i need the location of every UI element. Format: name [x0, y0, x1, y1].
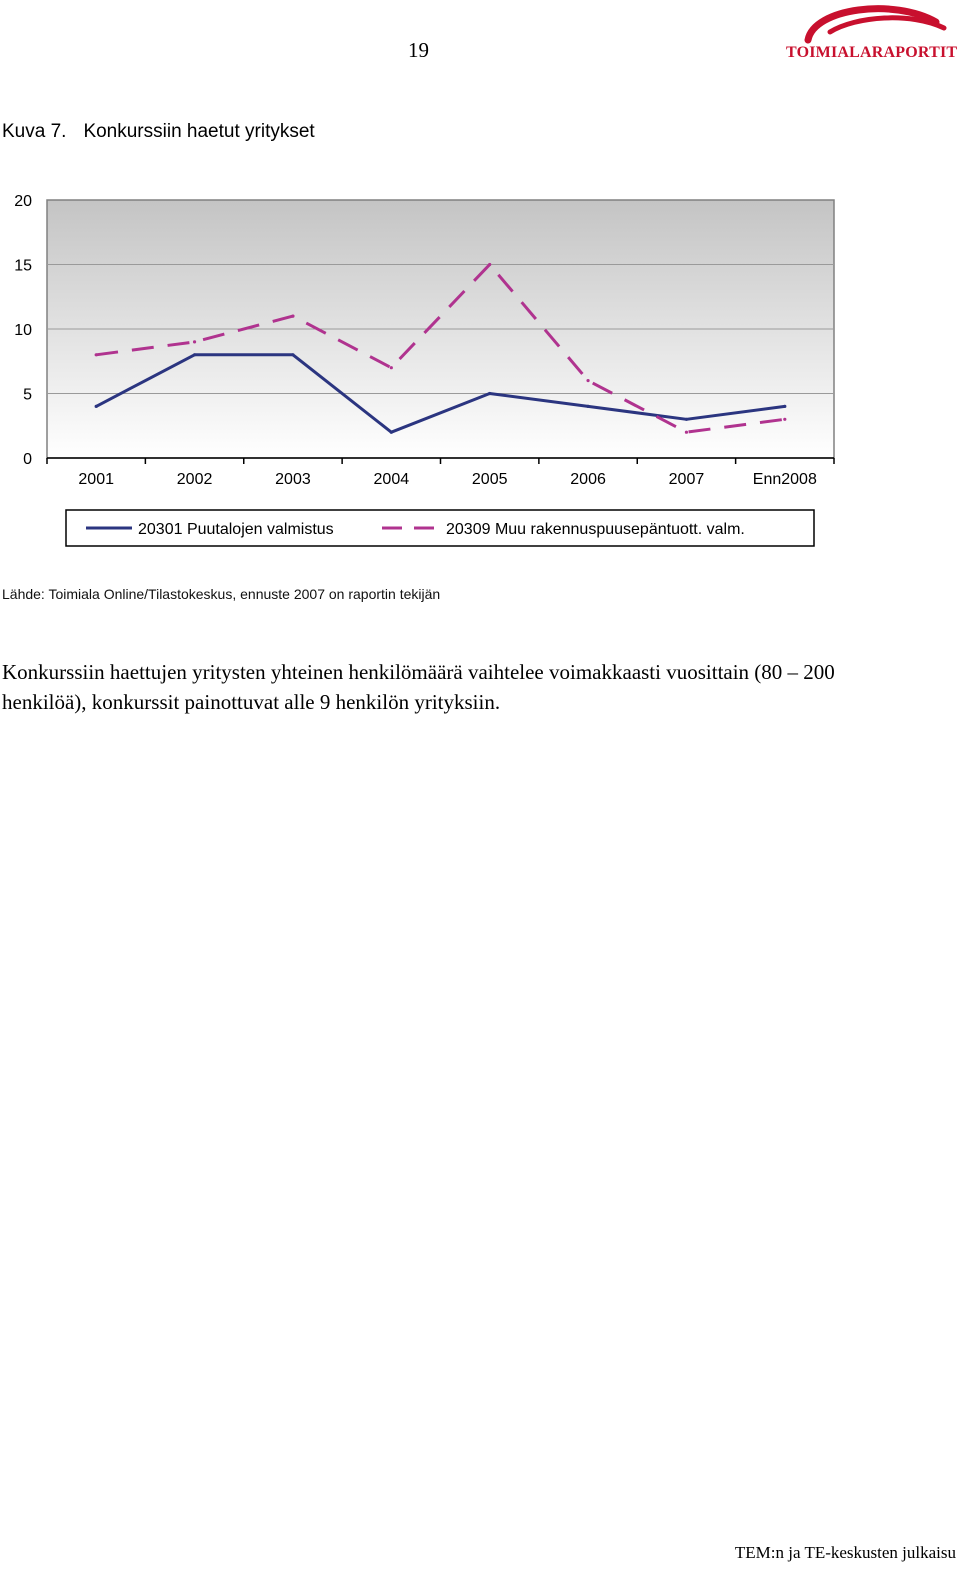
page-number: 19	[408, 38, 429, 62]
y-tick-label: 15	[14, 258, 32, 275]
legend: 20301 Puutalojen valmistus 20309 Muu rake…	[65, 509, 815, 547]
x-tick-label: 2006	[570, 471, 606, 488]
data-point-series-2	[586, 379, 590, 383]
figure-title-text: Konkurssiin haetut yritykset	[83, 121, 315, 142]
data-point-series-2	[488, 262, 492, 267]
data-point-series-2	[291, 314, 295, 318]
data-point-series-2	[783, 417, 787, 421]
data-point-series-1	[94, 404, 98, 408]
gridlines	[47, 264, 834, 394]
series-line-1	[95, 353, 786, 434]
x-tick-label: 2007	[669, 471, 705, 488]
logo-swoosh-icon	[804, 5, 947, 44]
data-point-series-1	[192, 353, 197, 357]
body-paragraph: Konkurssiin haettujen yritysten yhteinen…	[2, 660, 835, 714]
figure-title: Kuva 7. Konkurssiin haetut yritykset	[2, 121, 315, 143]
data-point-series-2	[94, 353, 98, 357]
x-tick-label: 2003	[275, 471, 311, 488]
x-tick-label: 2004	[374, 471, 410, 488]
line-chart: 0 5 10 15 20 2001 2002 2003 2004 2005 2006 2007 Enn…	[14, 193, 835, 547]
logo-text: TOIMIALARAPORTIT	[786, 44, 958, 61]
data-point-series-1	[488, 391, 492, 396]
x-tick-label: 2002	[177, 471, 213, 488]
x-tick-label: 2001	[78, 471, 114, 488]
y-tick-label: 0	[23, 451, 32, 468]
legend-label-series-1: 20301 Puutalojen valmistus	[138, 521, 334, 538]
series-line-2	[95, 263, 786, 434]
x-tick-label: Enn2008	[753, 471, 817, 488]
toimialaraportit-logo: TOIMIALARAPORTIT	[786, 2, 958, 64]
footer-publisher: TEM:n ja TE-keskusten julkaisu	[734, 1543, 956, 1562]
data-point-series-1	[684, 417, 689, 421]
x-axis: 2001 2002 2003 2004 2005 2006 2007 Enn2008	[46, 457, 835, 488]
data-point-series-1	[389, 430, 393, 434]
x-tick-label: 2005	[472, 471, 508, 488]
data-point-series-2	[192, 340, 197, 344]
y-tick-label: 5	[23, 387, 32, 404]
data-point-series-2	[389, 366, 393, 370]
source-note: Lähde: Toimiala Online/Tilastokeskus, en…	[2, 586, 441, 602]
figure-label: Kuva 7.	[2, 121, 67, 142]
y-tick-label: 10	[14, 322, 32, 339]
y-tick-label: 20	[14, 193, 32, 210]
data-point-series-1	[291, 353, 295, 357]
data-point-series-1	[586, 404, 590, 408]
series-lines	[94, 262, 787, 434]
legend-box	[65, 509, 815, 547]
data-point-series-1	[783, 404, 787, 408]
legend-label-series-2: 20309 Muu rakennuspuusepäntuott. valm.	[446, 521, 745, 538]
data-point-series-2	[684, 430, 689, 434]
y-axis: 0 5 10 15 20	[14, 193, 32, 468]
